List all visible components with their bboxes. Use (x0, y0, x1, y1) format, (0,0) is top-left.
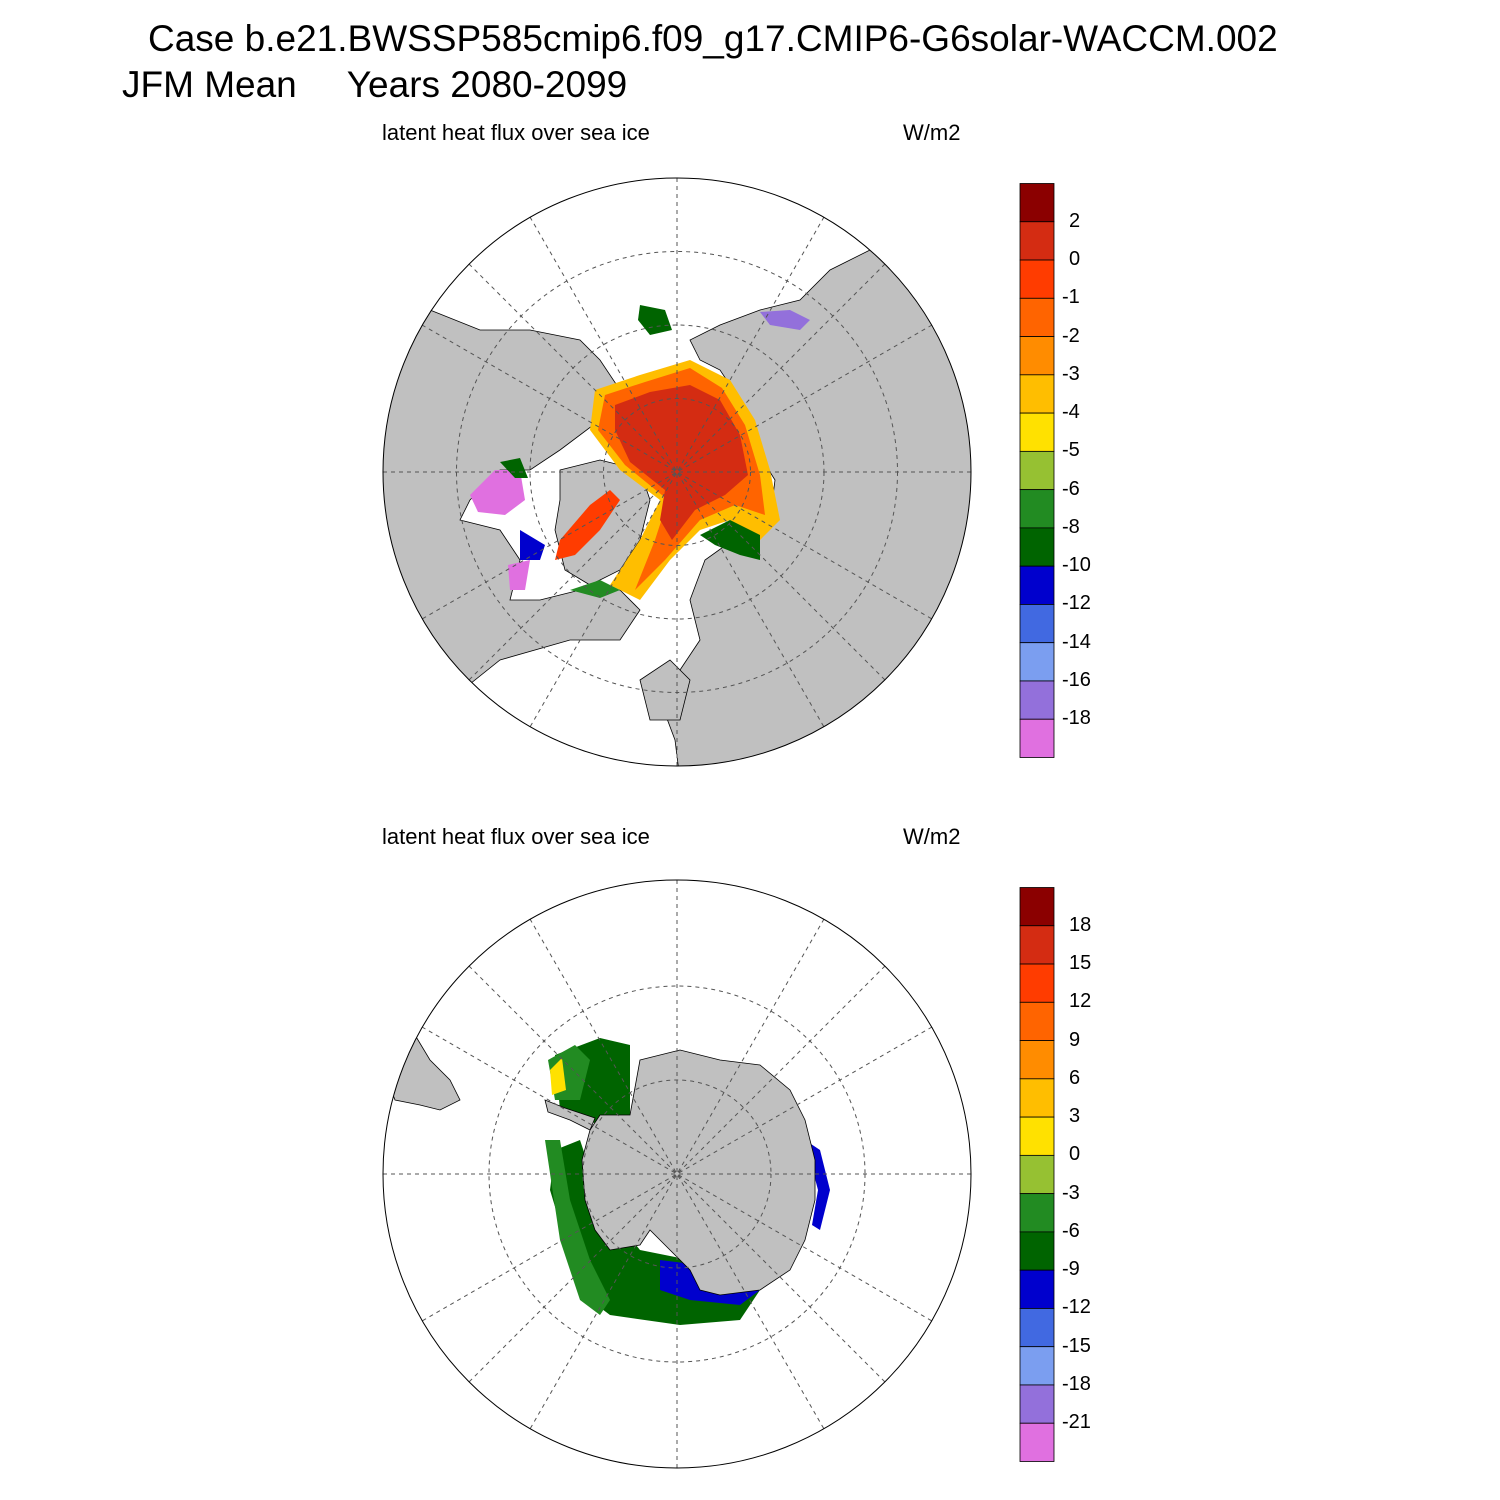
colorbar-swatch (1019, 963, 1055, 1003)
colorbar-tick-label: -6 (1062, 477, 1080, 500)
south-colorbar (1019, 887, 1055, 1462)
north-ice-hudson (470, 470, 525, 515)
south-graticule (383, 880, 971, 1468)
colorbar-tick-label: 18 (1069, 913, 1092, 936)
colorbar-swatch (1019, 1116, 1055, 1156)
north-ice-labrador2 (508, 560, 530, 590)
years-label: Years 2080-2099 (346, 64, 628, 105)
colorbar-swatch (1019, 1193, 1055, 1233)
colorbar-tick-label: -18 (1062, 707, 1091, 730)
colorbar-tick-label: -16 (1062, 668, 1091, 691)
colorbar-swatch (1019, 183, 1055, 223)
colorbar-swatch (1019, 259, 1055, 299)
colorbar-tick-label: 6 (1069, 1066, 1081, 1089)
colorbar-swatch (1019, 680, 1055, 720)
colorbar-tick-label: 12 (1069, 990, 1092, 1013)
colorbar-tick-label: -12 (1062, 592, 1091, 615)
colorbar-tick-label: -2 (1062, 324, 1080, 347)
colorbar-tick-label: -3 (1062, 1181, 1080, 1204)
colorbar-tick-label: -5 (1062, 439, 1080, 462)
colorbar-swatch (1019, 1308, 1055, 1348)
south-polar-map (382, 879, 972, 1469)
colorbar-swatch (1019, 642, 1055, 682)
colorbar-tick-label: 9 (1069, 1028, 1081, 1051)
colorbar-tick-label: -10 (1062, 554, 1091, 577)
colorbar-tick-label: -4 (1062, 401, 1080, 424)
colorbar-swatch (1019, 221, 1055, 261)
south-land-antarctica (581, 1049, 816, 1296)
south-ice-weddell-yellow (550, 1058, 566, 1095)
south-map-border (382, 879, 972, 1469)
colorbar-swatch (1019, 374, 1055, 414)
colorbar-tick-label: -18 (1062, 1372, 1091, 1395)
colorbar-swatch (1019, 336, 1055, 376)
north-ice-labrador (520, 530, 545, 560)
colorbar-tick-label: -8 (1062, 515, 1080, 538)
colorbar-swatch (1019, 1078, 1055, 1118)
colorbar-swatch (1019, 489, 1055, 529)
colorbar-swatch (1019, 1040, 1055, 1080)
south-panel-units: W/m2 (903, 824, 961, 849)
colorbar-swatch (1019, 412, 1055, 452)
colorbar-swatch (1019, 1384, 1055, 1424)
season-line: JFM Mean Years 2080-2099 (122, 64, 627, 106)
colorbar-swatch (1019, 1269, 1055, 1309)
colorbar-tick-label: 2 (1069, 209, 1081, 232)
colorbar-swatch (1019, 925, 1055, 965)
north-ice-bering (638, 305, 672, 335)
colorbar-tick-label: -9 (1062, 1258, 1080, 1281)
colorbar-swatch (1019, 1231, 1055, 1271)
colorbar-tick-label: -15 (1062, 1334, 1091, 1357)
colorbar-swatch (1019, 887, 1055, 927)
colorbar-tick-label: 0 (1069, 248, 1081, 271)
north-map-border (382, 177, 972, 767)
case-title: Case b.e21.BWSSP585cmip6.f09_g17.CMIP6-G… (148, 18, 1278, 59)
south-land-peninsula (544, 1099, 596, 1131)
colorbar-tick-label: -1 (1062, 286, 1080, 309)
colorbar-tick-label: 15 (1069, 952, 1092, 975)
colorbar-tick-label: -14 (1062, 630, 1091, 653)
south-ice-ross-green (545, 1140, 610, 1315)
north-ice-okhotsk (760, 310, 810, 330)
colorbar-swatch (1019, 297, 1055, 337)
colorbar-swatch (1019, 527, 1055, 567)
colorbar-tick-label: 0 (1069, 1143, 1081, 1166)
north-ice-core (615, 385, 748, 540)
colorbar-tick-label: -6 (1062, 1219, 1080, 1242)
north-panel-title: latent heat flux over sea ice (382, 120, 650, 145)
colorbar-swatch (1019, 565, 1055, 605)
colorbar-tick-label: -21 (1062, 1411, 1091, 1434)
colorbar-swatch (1019, 604, 1055, 644)
colorbar-tick-label: -3 (1062, 362, 1080, 385)
season-label: JFM Mean (122, 64, 297, 105)
north-graticule (383, 178, 971, 766)
south-panel-title: latent heat flux over sea ice (382, 824, 650, 849)
colorbar-swatch (1019, 1001, 1055, 1041)
colorbar-tick-label: -12 (1062, 1296, 1091, 1319)
north-ice-barents (700, 520, 760, 560)
north-ice-baffin (555, 490, 620, 560)
north-polar-map (382, 177, 972, 767)
north-ice-hudson-green (500, 458, 528, 478)
colorbar-swatch (1019, 1154, 1055, 1195)
colorbar-swatch (1019, 718, 1055, 758)
north-colorbar (1019, 183, 1055, 758)
colorbar-swatch (1019, 1346, 1055, 1386)
north-panel-units: W/m2 (903, 120, 961, 145)
colorbar-swatch (1019, 450, 1055, 491)
colorbar-swatch (1019, 1422, 1055, 1462)
colorbar-tick-label: 3 (1069, 1105, 1081, 1128)
